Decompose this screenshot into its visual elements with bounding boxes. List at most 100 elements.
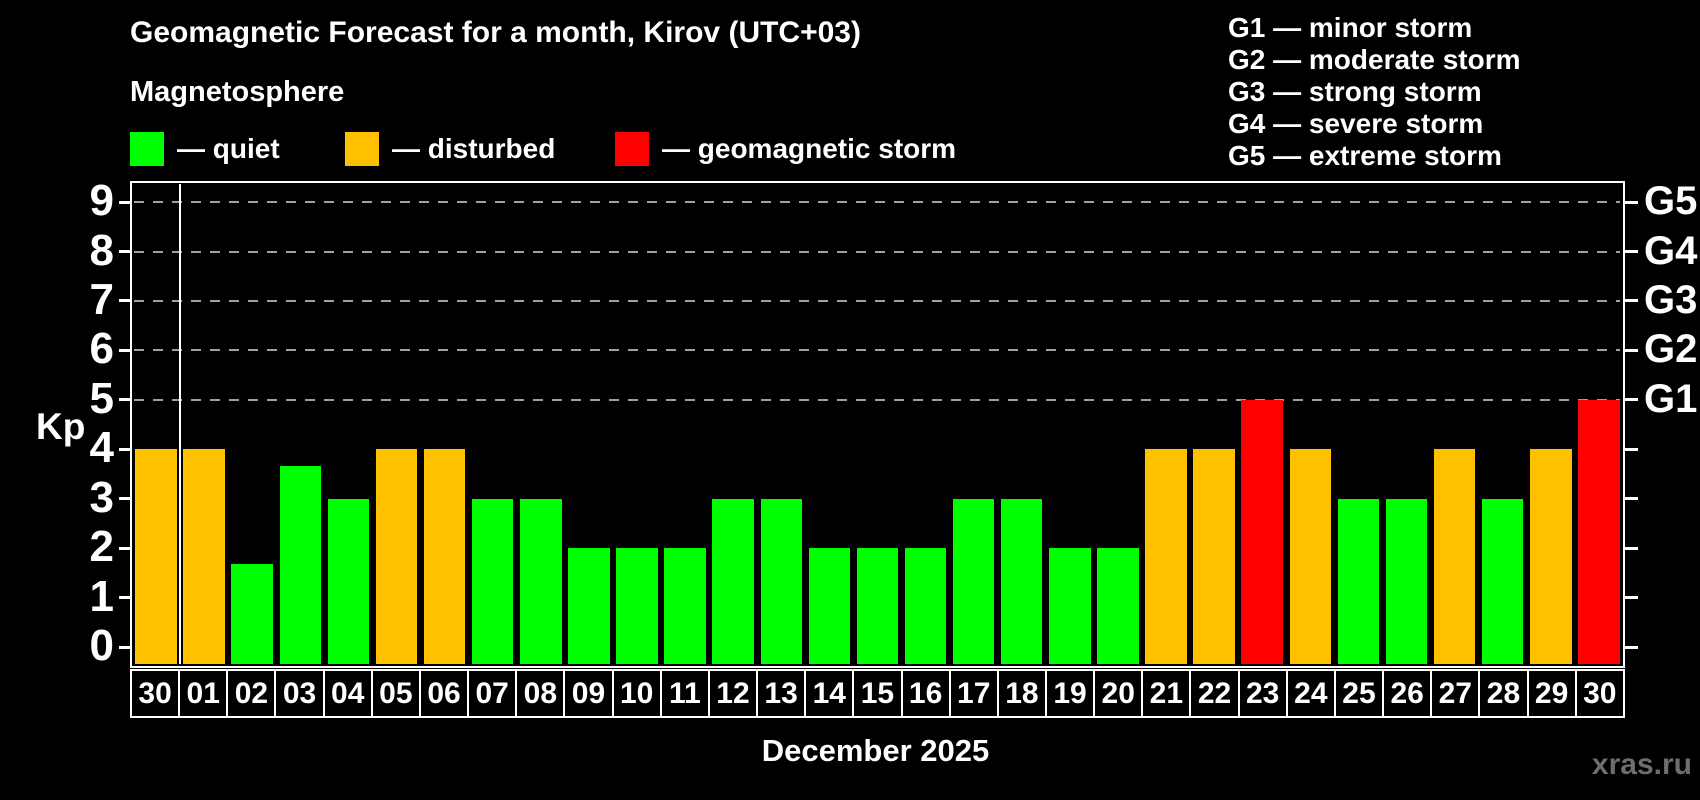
kp-bar xyxy=(183,449,225,664)
x-axis-day-labels: 30 01 02 03 04 05 06 07 08 09 10 11 12 13 14 15 16 17 18 19… xyxy=(130,669,1625,718)
right-axis-g-label: G1 xyxy=(1644,376,1698,421)
kp-bar xyxy=(1241,399,1283,664)
kp-bar xyxy=(1289,449,1332,664)
day-label: 30 xyxy=(1576,671,1623,716)
day-label: 26 xyxy=(1384,671,1433,716)
day-label: 07 xyxy=(469,671,518,716)
right-axis-tick xyxy=(1625,497,1638,501)
kp-bar xyxy=(520,498,562,664)
y-axis-tick xyxy=(119,299,132,303)
day-label: 30 xyxy=(132,671,181,716)
y-axis-tick xyxy=(119,596,132,600)
chart-title: Geomagnetic Forecast for a month, Kirov … xyxy=(130,16,861,49)
day-label: 08 xyxy=(517,671,566,716)
kp-bar xyxy=(664,548,706,664)
storm-scale-item: G5 — extreme storm xyxy=(1228,140,1502,171)
y-axis-tick xyxy=(119,250,132,253)
day-label: 28 xyxy=(1480,671,1529,716)
gridline-kp-5 xyxy=(134,398,1620,401)
right-axis-g-label: G2 xyxy=(1644,327,1698,372)
right-axis-tick xyxy=(1625,546,1638,550)
day-label: 01 xyxy=(180,671,229,716)
kp-bar xyxy=(1049,548,1091,664)
y-axis-title: Kp xyxy=(36,406,86,447)
y-axis-tick xyxy=(119,497,132,501)
y-axis-tick xyxy=(119,645,132,649)
storm-scale-legend: G1 — minor storm G2 — moderate storm G3 — … xyxy=(1228,12,1521,172)
kp-bar xyxy=(760,498,803,664)
kp-bar xyxy=(808,548,851,664)
legend-label-quiet: — quiet xyxy=(177,133,280,164)
right-axis-g-label: G5 xyxy=(1644,179,1698,223)
day-label: 29 xyxy=(1528,671,1577,716)
gridline-kp-9 xyxy=(134,201,1620,203)
right-axis-tick xyxy=(1625,348,1638,352)
storm-scale-item: G3 — strong storm xyxy=(1228,76,1482,107)
y-axis-tick-label: 6 xyxy=(89,324,114,374)
right-axis-tick xyxy=(1625,250,1638,253)
kp-bar xyxy=(279,465,322,664)
day-label: 12 xyxy=(709,671,759,716)
day-label: 05 xyxy=(372,671,421,716)
storm-scale-item: G4 — severe storm xyxy=(1228,108,1484,139)
day-label: 19 xyxy=(1046,671,1096,716)
storm-scale-item: G1 — minor storm xyxy=(1228,12,1473,43)
day-label: 14 xyxy=(806,671,855,716)
day-label: 11 xyxy=(661,671,710,716)
y-axis-tick-label: 3 xyxy=(89,472,114,522)
right-axis-tick xyxy=(1625,596,1638,600)
kp-bar xyxy=(1337,498,1380,664)
day-label: 09 xyxy=(565,671,614,716)
legend-label-storm: — geomagnetic storm xyxy=(662,133,957,164)
right-axis-tick xyxy=(1625,398,1638,402)
plot-area xyxy=(130,181,1625,668)
y-axis-tick-label: 8 xyxy=(89,225,114,275)
gridline-kp-6 xyxy=(134,349,1620,352)
y-axis-tick-label: 7 xyxy=(89,274,114,324)
kp-bar xyxy=(1481,498,1524,664)
day-label: 03 xyxy=(276,671,325,716)
kp-bar xyxy=(1145,449,1187,664)
day-label: 16 xyxy=(902,671,951,716)
day-label: 13 xyxy=(758,671,807,716)
kp-bar xyxy=(568,548,610,664)
right-axis-g-label: G3 xyxy=(1644,277,1698,322)
y-axis-tick xyxy=(119,200,132,204)
day-label: 20 xyxy=(1095,671,1144,716)
watermark: xras.ru xyxy=(1591,748,1692,781)
day-label: 02 xyxy=(228,671,277,716)
kp-bar xyxy=(327,498,370,664)
kp-bar xyxy=(135,449,177,664)
right-axis-tick xyxy=(1625,200,1638,204)
kp-bar xyxy=(952,498,995,664)
kp-bar xyxy=(375,449,418,664)
day-label: 27 xyxy=(1432,671,1481,716)
kp-bar xyxy=(1578,399,1620,664)
y-axis-tick-label: 2 xyxy=(89,522,114,572)
y-axis-tick-label: 5 xyxy=(89,373,114,423)
kp-bar xyxy=(904,548,947,664)
gridline-kp-8 xyxy=(134,250,1620,253)
legend-item-quiet: — quiet xyxy=(130,131,280,167)
right-axis-tick xyxy=(1625,447,1638,451)
day-label: 04 xyxy=(324,671,373,716)
y-axis-tick xyxy=(119,398,132,402)
y-axis-tick-label: 4 xyxy=(89,423,114,473)
kp-bar xyxy=(231,564,273,664)
legend-swatch-disturbed xyxy=(345,132,379,166)
y-axis-tick xyxy=(119,348,132,352)
kp-bar xyxy=(712,498,754,664)
x-axis-title: December 2025 xyxy=(761,733,990,768)
day-label: 22 xyxy=(1191,671,1240,716)
day-label: 24 xyxy=(1287,671,1336,716)
day-label: 21 xyxy=(1143,671,1192,716)
y-axis-tick-label: 9 xyxy=(89,176,114,225)
month-separator-line xyxy=(179,184,182,664)
day-label: 17 xyxy=(950,671,999,716)
chart-subtitle: Magnetosphere xyxy=(130,76,345,108)
legend-item-disturbed: — disturbed xyxy=(345,131,555,167)
kp-bar xyxy=(616,548,658,664)
kp-bar xyxy=(1097,548,1139,664)
day-label: 18 xyxy=(998,671,1047,716)
